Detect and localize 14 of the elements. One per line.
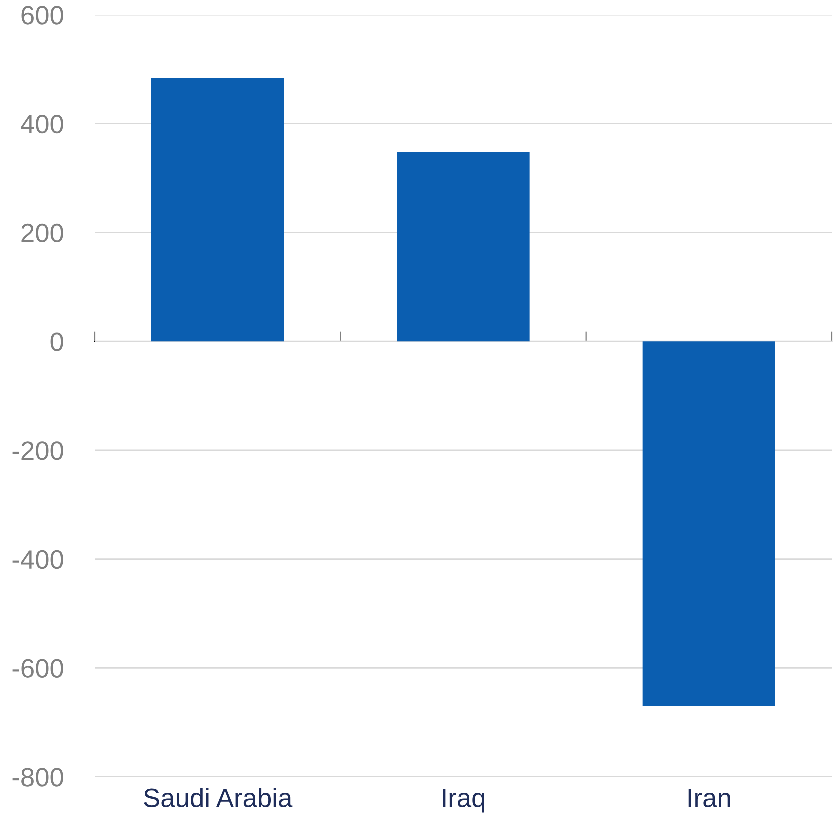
x-tick-label: Iraq [443, 789, 485, 813]
bar [642, 342, 776, 706]
y-tick-label: -200 [12, 442, 64, 460]
y-tick-label: 200 [22, 224, 64, 243]
y-tick-label: 0 [50, 332, 64, 352]
bar [397, 152, 530, 342]
y-tick-label: -400 [12, 550, 64, 570]
y-tick-label: 600 [22, 6, 64, 25]
x-tick-label: Iran [688, 789, 730, 808]
x-tick-label: Saudi Arabia [144, 788, 293, 808]
y-tick-label: 400 [21, 114, 64, 134]
y-tick-label: -800 [12, 768, 64, 787]
bar [152, 78, 284, 342]
y-tick-label: -600 [12, 659, 64, 678]
